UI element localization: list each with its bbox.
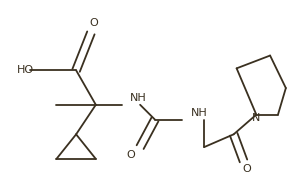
Text: NH: NH — [191, 108, 208, 118]
Text: O: O — [126, 150, 135, 160]
Text: NH: NH — [130, 93, 147, 103]
Text: O: O — [242, 164, 251, 174]
Text: O: O — [89, 18, 98, 28]
Text: HO: HO — [17, 65, 34, 75]
Text: N: N — [252, 113, 260, 123]
